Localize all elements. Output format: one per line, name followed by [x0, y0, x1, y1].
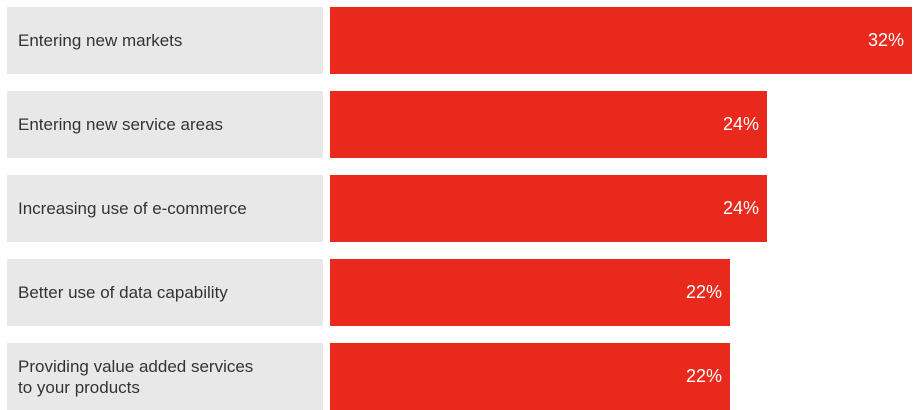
category-label: Providing value added services to your p…	[18, 356, 254, 397]
bar-value-label: 22%	[685, 282, 722, 302]
bar: 22%	[330, 259, 730, 326]
bar: 24%	[330, 175, 767, 242]
category-label: Increasing use of e-commerce	[18, 199, 247, 218]
category-label: Entering new markets	[18, 31, 183, 50]
category-label-box: Increasing use of e-commerce	[7, 175, 323, 242]
category-label-box: Entering new markets	[7, 7, 323, 74]
bar: 32%	[330, 7, 912, 74]
bar-value-label: 24%	[722, 114, 759, 134]
bar-value-label: 32%	[867, 30, 904, 50]
bar-value-label: 22%	[685, 366, 722, 386]
bar: 22%	[330, 343, 730, 410]
bar: 24%	[330, 91, 767, 158]
category-label: Better use of data capability	[18, 283, 228, 302]
bar-value-label: 24%	[722, 198, 759, 218]
category-label-box: Providing value added services to your p…	[7, 343, 323, 410]
category-label: Entering new service areas	[18, 115, 224, 134]
category-label-box: Entering new service areas	[7, 91, 323, 158]
category-label-box: Better use of data capability	[7, 259, 323, 326]
